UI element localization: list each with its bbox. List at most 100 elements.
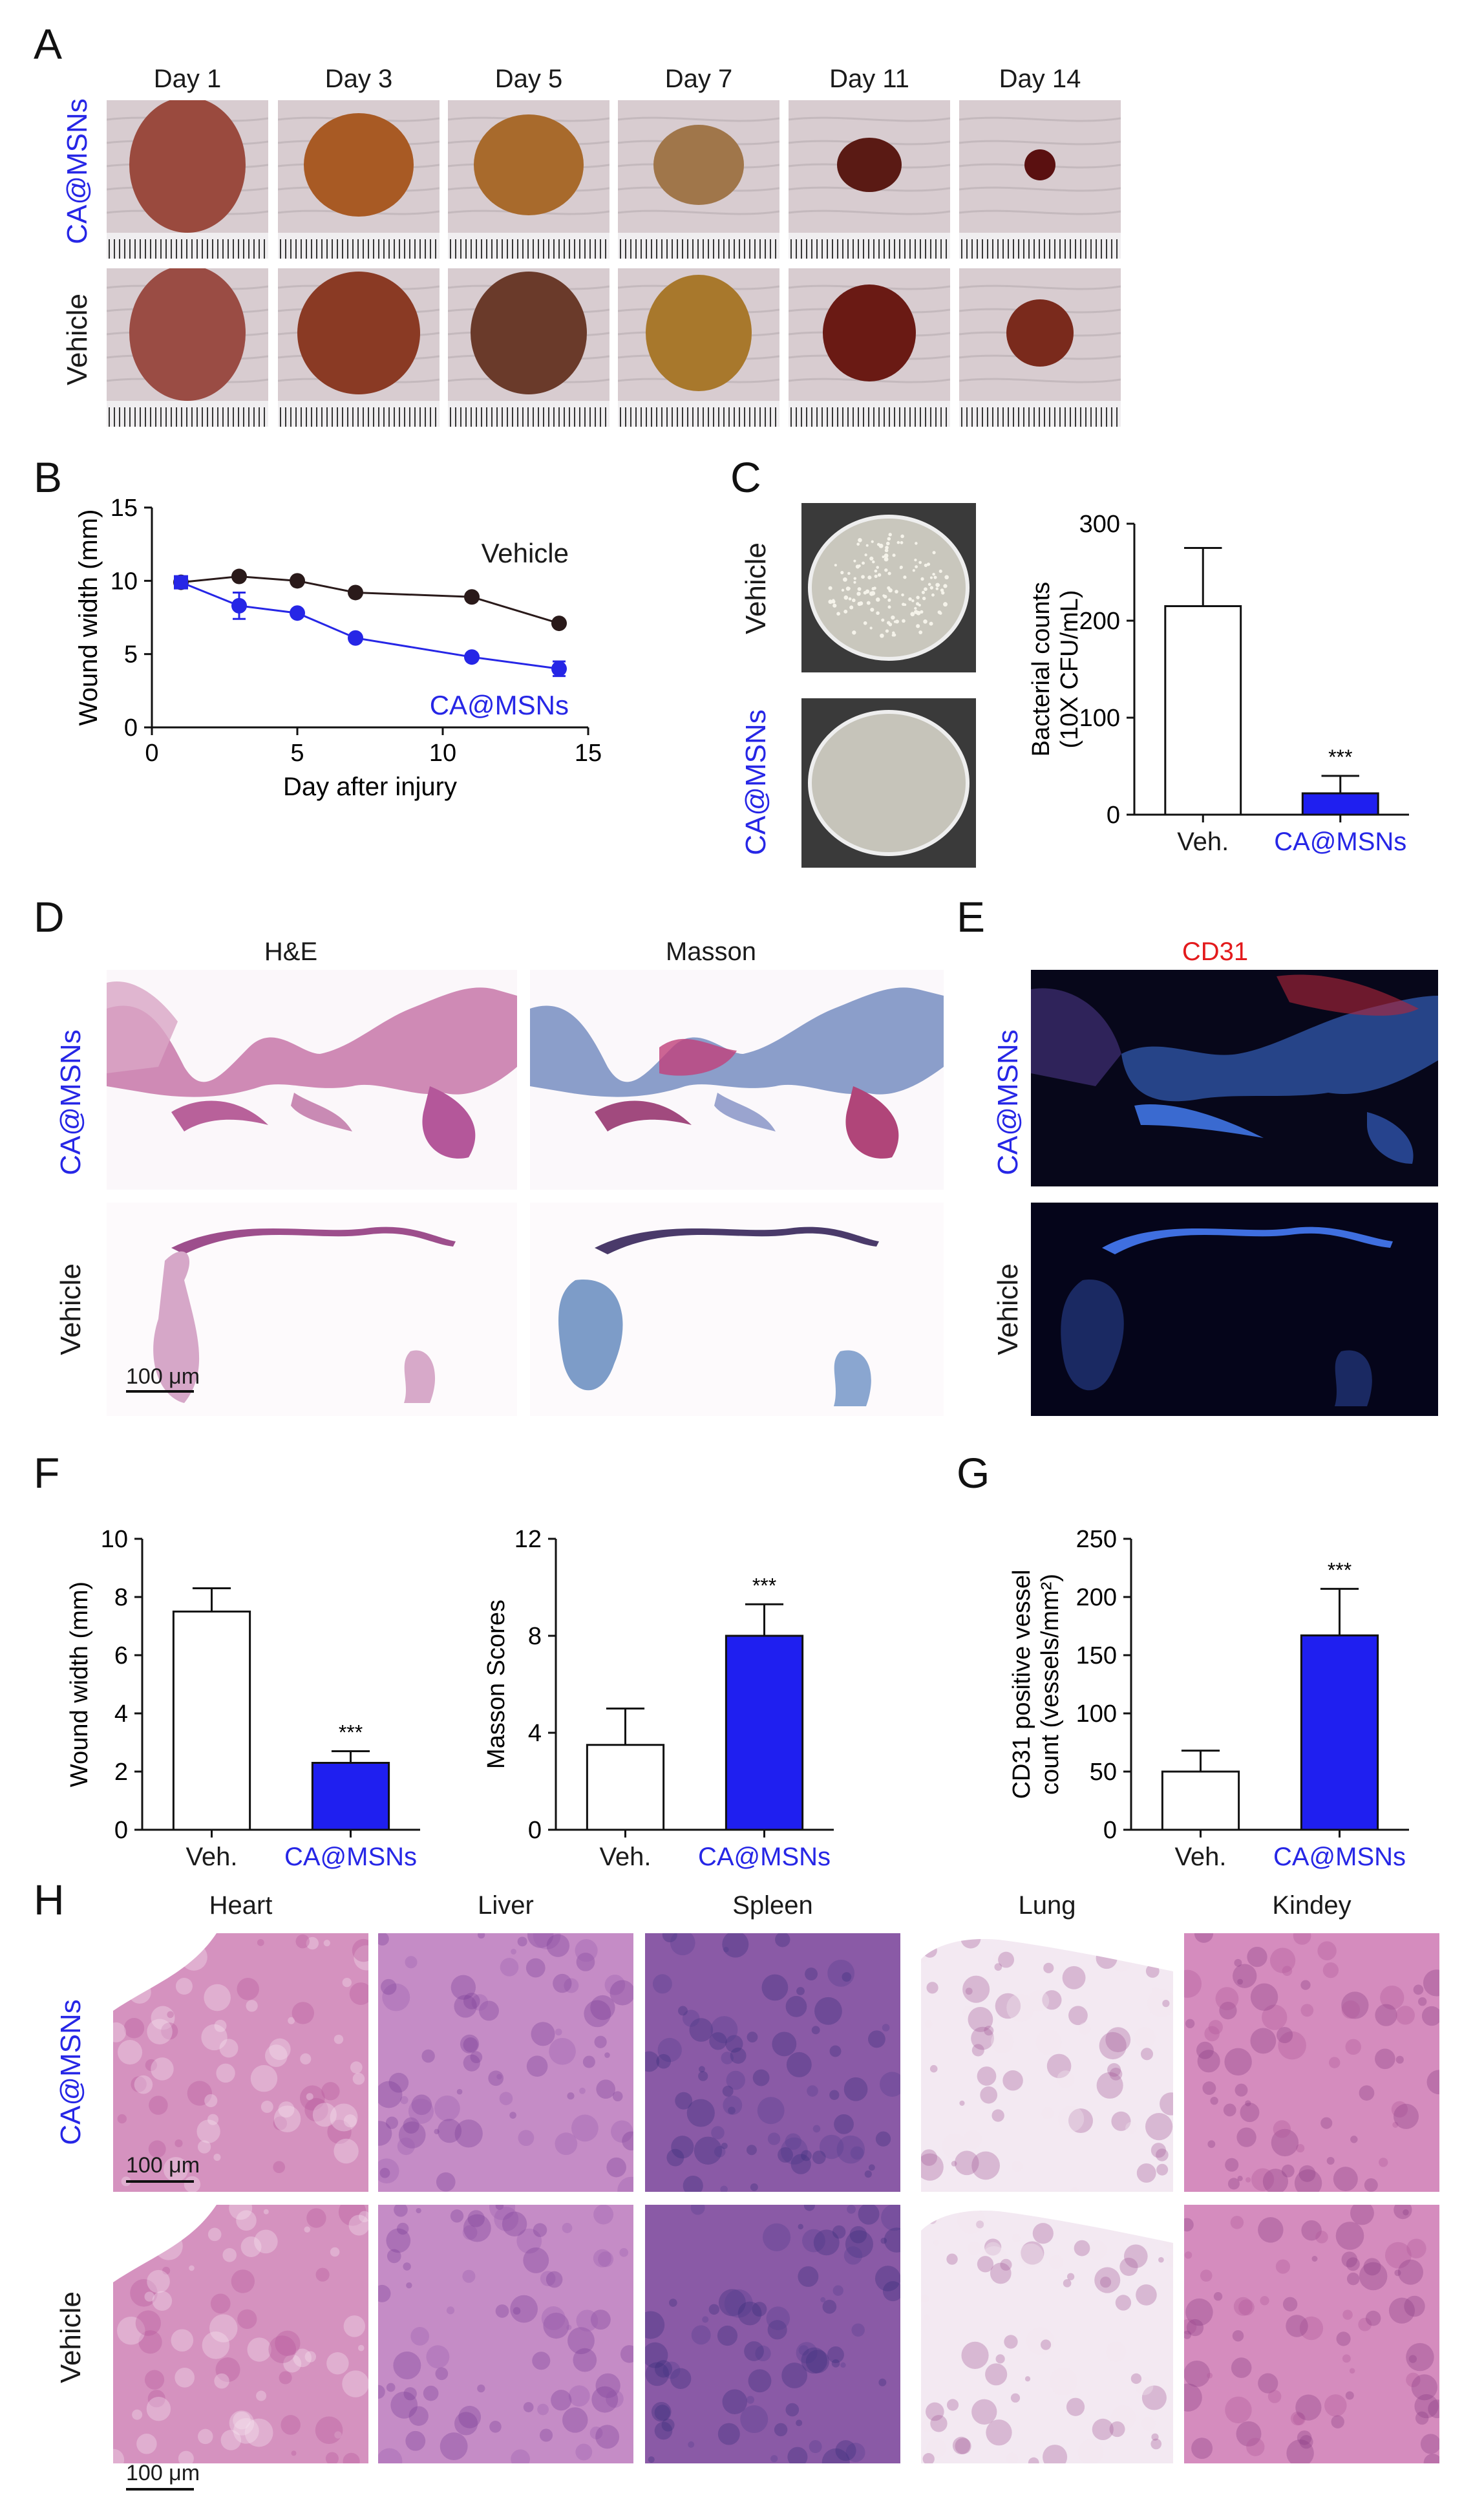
- y-tick-label: 10: [101, 1526, 128, 1553]
- y-tick-label: 200: [1079, 608, 1120, 635]
- row-label-c-vehicle: Vehicle: [740, 542, 772, 634]
- category-label: Veh.: [1177, 828, 1229, 856]
- organ-label: Liver: [478, 1891, 534, 1920]
- wound-photo: [107, 268, 268, 427]
- organ-section-image: [113, 1933, 368, 2192]
- series-label-treated: CA@MSNs: [430, 690, 569, 720]
- wound: [653, 125, 744, 205]
- category-label: Veh.: [599, 1843, 651, 1871]
- bar: [1164, 605, 1242, 816]
- y-axis-label: count (vessels/mm²): [1037, 1574, 1064, 1795]
- wound-photo: [278, 268, 440, 427]
- scale-bar-d: [126, 1390, 194, 1393]
- wound-photo: [618, 268, 779, 427]
- y-tick-label: 0: [528, 1817, 542, 1844]
- y-tick-label: 0: [114, 1817, 128, 1844]
- data-point: [348, 584, 363, 601]
- bar: [1300, 1634, 1379, 1831]
- wound: [129, 268, 246, 401]
- wound-photo: [448, 100, 610, 259]
- organ-section-image: [645, 1933, 900, 2192]
- data-point: [551, 616, 567, 632]
- day-label-14: Day 14: [999, 65, 1081, 93]
- x-tick-label: 0: [145, 740, 158, 767]
- organ-label: Spleen: [732, 1891, 813, 1920]
- data-point: [464, 649, 480, 665]
- wound: [304, 113, 414, 217]
- wound: [474, 114, 584, 215]
- bar: [1161, 1770, 1240, 1831]
- y-tick-label: 5: [124, 641, 138, 669]
- y-tick-label: 0: [1103, 1817, 1117, 1844]
- x-axis-label: Day after injury: [283, 773, 457, 801]
- scale-label-h-top: 100 μm: [126, 2153, 200, 2178]
- panel-letter-e: E: [957, 893, 986, 941]
- he-section-treated: [107, 970, 517, 1190]
- bar: [172, 1611, 251, 1831]
- y-tick-label: 12: [514, 1526, 542, 1553]
- organ-section-image: [645, 2205, 900, 2463]
- wound: [297, 272, 420, 394]
- significance-marker: ***: [752, 1574, 776, 1597]
- row-label-a-treated: CA@MSNs: [61, 98, 93, 244]
- organ-section-image: [1184, 2205, 1439, 2463]
- row-label-h-treated: CA@MSNs: [55, 1999, 87, 2145]
- y-tick-label: 6: [114, 1642, 128, 1669]
- panel-c-chart: 0 100 200 300 Veh. CA@MSNs *** Bacterial counts…: [1028, 511, 1409, 856]
- wound-photo: [959, 268, 1121, 427]
- y-tick-label: 10: [111, 568, 138, 595]
- category-label: CA@MSNs: [1274, 828, 1406, 856]
- panel-g-chart: 0 50 100 150 200 250 Veh. CA@MSNs *** CD31 positi…: [1008, 1526, 1409, 1871]
- cd31-image-vehicle: [1031, 1203, 1438, 1416]
- panel-letter-c: C: [730, 453, 761, 501]
- category-label: Veh.: [186, 1843, 237, 1871]
- cd31-image-treated: [1031, 970, 1438, 1186]
- plate-photo-vehicle: [801, 503, 976, 672]
- day-label-3: Day 3: [324, 65, 393, 93]
- organ-label: Kindey: [1272, 1891, 1352, 1920]
- day-label-11: Day 11: [829, 65, 909, 93]
- wound-photo: [618, 100, 779, 259]
- scale-bar-h-bottom: [126, 2488, 194, 2491]
- y-tick-label: 250: [1076, 1526, 1117, 1553]
- wound-photo: [959, 100, 1121, 259]
- data-point: [290, 573, 305, 589]
- wound-photo: [107, 100, 268, 259]
- plate-photo-treated: [801, 698, 976, 868]
- x-tick-label: 10: [429, 740, 456, 767]
- category-label: CA@MSNs: [1273, 1843, 1406, 1871]
- bar: [725, 1634, 804, 1831]
- cd31-title: CD31: [1182, 938, 1249, 966]
- y-axis-label: Wound width (mm): [66, 1581, 93, 1787]
- panel-letter-h: H: [34, 1876, 65, 1924]
- he-section-vehicle: [107, 1203, 517, 1416]
- x-tick-label: 5: [290, 740, 304, 767]
- col-label-he: H&E: [264, 938, 318, 966]
- data-point: [231, 597, 247, 614]
- row-label-d-treated: CA@MSNs: [55, 1029, 87, 1175]
- series-line: [180, 581, 560, 670]
- wound: [646, 275, 752, 391]
- col-label-masson: Masson: [665, 938, 757, 966]
- y-tick-label: 300: [1079, 511, 1120, 538]
- scale-label-h-bottom: 100 μm: [126, 2461, 200, 2485]
- row-label-d-vehicle: Vehicle: [55, 1263, 87, 1355]
- row-label-e-vehicle: Vehicle: [992, 1263, 1024, 1355]
- row-label-a-vehicle: Vehicle: [61, 294, 93, 385]
- panel-letter-d: D: [34, 893, 65, 941]
- y-tick-label: 0: [124, 714, 138, 742]
- data-point: [551, 661, 567, 677]
- y-tick-label: 4: [528, 1720, 542, 1747]
- organ-section-image: [1184, 1933, 1439, 2192]
- y-tick-label: 2: [114, 1759, 128, 1786]
- day-label-7: Day 7: [664, 65, 733, 93]
- bar: [311, 1762, 390, 1831]
- masson-section-treated: [530, 970, 944, 1190]
- y-tick-label: 0: [1107, 802, 1120, 829]
- panel-letter-g: G: [957, 1449, 990, 1497]
- day-label-5: Day 5: [494, 65, 563, 93]
- data-point: [231, 568, 247, 584]
- y-tick-label: 50: [1090, 1759, 1117, 1786]
- x-tick-label: 15: [575, 740, 602, 767]
- scale-label-d: 100 μm: [126, 1364, 200, 1389]
